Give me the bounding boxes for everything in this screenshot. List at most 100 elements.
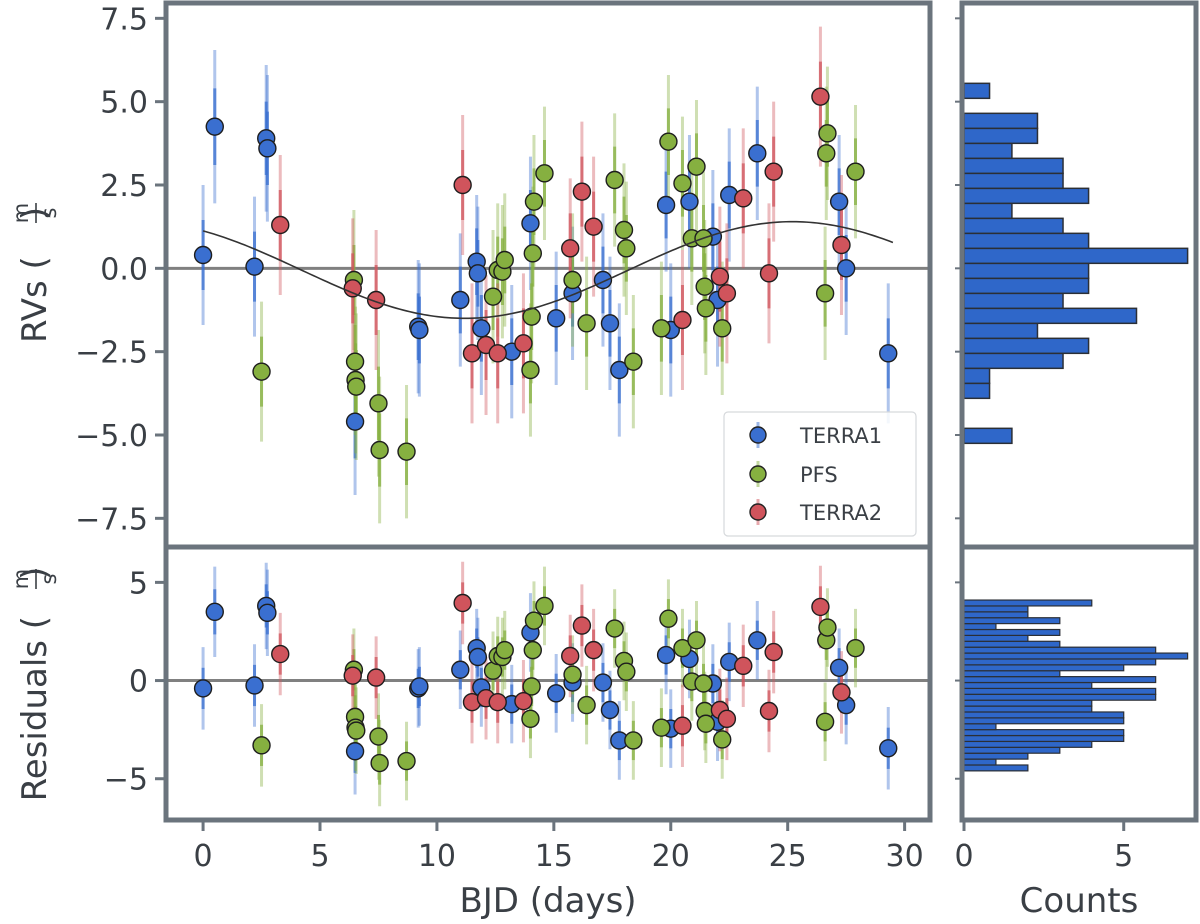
residual-plot-area: [168, 561, 928, 807]
rv-point-pfs-14: [523, 244, 542, 263]
residual-point-pfs-4: [347, 721, 366, 740]
rv-point-pfs-7: [397, 442, 416, 461]
residual-point-pfs-13: [522, 677, 541, 696]
rv-ytick-label-1: 5.0: [100, 86, 148, 121]
legend-label-terra1: TERRA1: [799, 424, 882, 448]
rv-ytick-label-5: −5.0: [75, 419, 148, 454]
residual-histogram-bar-21: [963, 640, 1061, 648]
rv-ylabel-main: RVs (: [15, 256, 55, 343]
residual-histogram-bar-19: [963, 652, 1189, 660]
rv-point-pfs-19: [605, 170, 624, 190]
rv-point-terra2-3: [453, 175, 472, 195]
residual-histogram-bar-12: [963, 693, 1157, 701]
residual-point-terra1-1: [205, 602, 224, 622]
residual-point-terra2-3: [453, 593, 472, 613]
residual-point-terra2-10: [584, 640, 603, 660]
rv-point-terra1-7: [410, 320, 429, 340]
residual-histogram-bar-0: [963, 764, 1029, 772]
rv-point-terra1-13: [521, 214, 540, 233]
rv-point-pfs-15: [524, 192, 544, 211]
residual-histogram-bar-2: [963, 752, 1029, 760]
residual-point-terra1-7: [410, 677, 429, 696]
rv-point-terra2-8: [561, 239, 580, 258]
residual-point-terra1-8: [451, 660, 470, 679]
rv-histogram-bar-9: [963, 262, 1090, 280]
rv-histogram-bar-10: [963, 247, 1189, 265]
rv-point-terra2-2: [366, 290, 386, 310]
residual-point-terra1-16: [593, 673, 613, 692]
residual-histogram-bar-13: [963, 687, 1157, 695]
bjd-xtick-label-2: 10: [418, 839, 456, 874]
rv-histogram-bar-2: [963, 367, 991, 385]
rv-point-pfs-31: [713, 319, 732, 338]
residual-point-terra1-17: [600, 700, 620, 720]
residual-histogram-bar-23: [963, 628, 1061, 636]
residual-histogram-bars: [963, 599, 1189, 772]
rv-histogram-bar-1: [963, 382, 991, 400]
legend: TERRA1 PFS TERRA2: [723, 411, 917, 537]
residual-ytick-label-1: 0: [129, 665, 148, 700]
residual-point-pfs-11: [495, 640, 514, 660]
rv-point-pfs-0: [252, 362, 271, 381]
residual-ylabel-main: Residuals (: [15, 616, 55, 801]
rv-histogram-bar-7: [963, 292, 1064, 310]
rv-point-terra1-18: [610, 360, 629, 380]
rv-histogram-bar-15: [963, 172, 1064, 190]
residual-point-terra2-16: [764, 642, 783, 662]
rv-point-pfs-34: [818, 124, 837, 143]
rv-histogram-bar-13: [963, 202, 1013, 220]
rv-point-terra1-17: [600, 314, 620, 333]
bjd-xtick-label-0: 0: [194, 839, 213, 874]
residual-point-terra1-14: [546, 684, 566, 703]
rv-histogram-bar-5: [963, 322, 1039, 340]
residual-point-pfs-28: [694, 674, 713, 693]
residual-point-pfs-34: [818, 618, 837, 637]
residual-histogram-bar-3: [963, 746, 1061, 754]
residual-histogram-bar-10: [963, 705, 1093, 713]
rv-point-pfs-22: [624, 352, 643, 371]
rv-ytick-label-2: 2.5: [100, 169, 148, 204]
rv-model-curve: [202, 220, 894, 320]
residual-panel: 5 0 −5 Residuals () m s 0 5 10 15 20 25 30 BJD (…: [9, 544, 962, 921]
residual-point-terra2-6: [488, 692, 507, 712]
residual-point-pfs-14: [523, 640, 542, 660]
bjd-xtick-label-4: 20: [652, 839, 690, 874]
rv-histogram-bar-12: [963, 217, 1064, 235]
rv-point-pfs-32: [815, 284, 835, 303]
rv-point-terra1-19: [656, 195, 676, 215]
rv-point-terra2-17: [811, 87, 830, 106]
residual-unit-denominator: s: [37, 574, 61, 585]
rv-point-terra1-0: [193, 245, 213, 265]
rv-point-pfs-21: [617, 239, 636, 258]
rv-histogram-bar-6: [963, 307, 1138, 325]
rv-point-terra1-4: [258, 139, 277, 158]
residual-histogram-bar-4: [963, 740, 1093, 748]
legend-entry-pfs: PFS: [749, 461, 838, 487]
rv-point-pfs-2: [345, 352, 365, 371]
residual-point-pfs-16: [535, 596, 554, 616]
rv-point-terra2-6: [488, 344, 507, 363]
rv-histogram-bar-18: [963, 127, 1039, 145]
residual-point-terra1-5: [345, 742, 365, 761]
rv-point-terra1-11: [472, 319, 491, 338]
residual-ytick-label-2: −5: [104, 763, 148, 798]
residual-histogram-bar-22: [963, 634, 1029, 642]
residual-point-terra2-2: [366, 668, 386, 687]
rv-point-terra2-10: [584, 217, 603, 236]
residual-point-terra1-4: [258, 603, 277, 623]
residual-histogram-bar-5: [963, 734, 1125, 743]
residual-point-terra2-7: [514, 691, 533, 711]
rv-point-pfs-11: [495, 250, 514, 270]
residual-point-pfs-12: [521, 709, 540, 729]
residual-histogram-bar-25: [963, 617, 1061, 625]
legend-entry-terra2: TERRA2: [749, 499, 882, 525]
rv-histogram-panel: [959, 0, 1199, 550]
residual-point-pfs-7: [397, 751, 416, 771]
residual-point-pfs-23: [652, 718, 671, 737]
residual-point-pfs-31: [713, 730, 732, 749]
residual-point-pfs-19: [605, 619, 624, 638]
rv-point-terra1-10: [468, 264, 488, 283]
residual-point-terra1-19: [656, 645, 676, 665]
